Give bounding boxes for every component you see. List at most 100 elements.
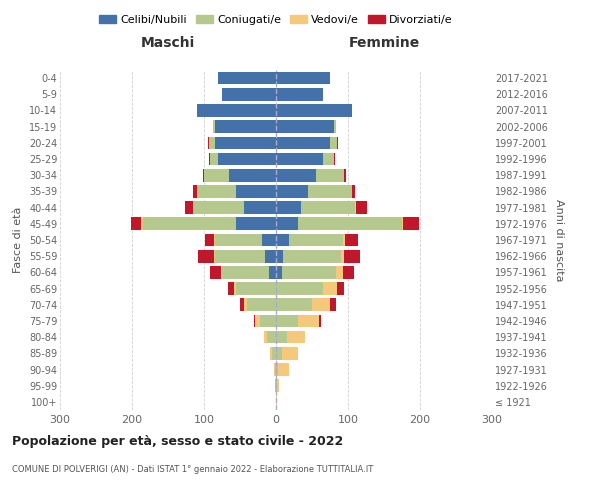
Bar — [276, 282, 323, 295]
Bar — [276, 218, 298, 230]
Bar — [403, 218, 419, 230]
Bar — [204, 169, 229, 181]
Bar — [255, 314, 260, 328]
Bar — [276, 331, 287, 344]
Bar — [337, 282, 344, 295]
Bar — [208, 136, 209, 149]
Bar — [214, 234, 215, 246]
Bar — [289, 234, 343, 246]
Bar — [277, 380, 279, 392]
Bar — [260, 314, 276, 328]
Y-axis label: Fasce di età: Fasce di età — [13, 207, 23, 273]
Text: Maschi: Maschi — [141, 36, 195, 50]
Bar — [214, 250, 215, 262]
Bar — [197, 185, 236, 198]
Bar — [234, 282, 236, 295]
Bar — [278, 363, 289, 376]
Bar — [319, 314, 320, 328]
Bar — [301, 202, 355, 214]
Y-axis label: Anni di nascita: Anni di nascita — [554, 198, 565, 281]
Bar — [337, 136, 338, 149]
Bar — [308, 185, 352, 198]
Bar — [276, 169, 316, 181]
Bar — [341, 250, 344, 262]
Bar — [185, 202, 193, 214]
Bar — [283, 250, 341, 262]
Bar — [209, 136, 215, 149]
Legend: Celibi/Nubili, Coniugati/e, Vedovi/e, Divorziati/e: Celibi/Nubili, Coniugati/e, Vedovi/e, Di… — [95, 10, 457, 29]
Bar — [344, 169, 346, 181]
Bar — [222, 266, 269, 278]
Bar — [334, 152, 335, 166]
Text: Femmine: Femmine — [349, 36, 419, 50]
Bar — [269, 266, 276, 278]
Text: COMUNE DI POLVERIGI (AN) - Dati ISTAT 1° gennaio 2022 - Elaborazione TUTTITALIA.: COMUNE DI POLVERIGI (AN) - Dati ISTAT 1°… — [12, 465, 373, 474]
Bar — [312, 298, 330, 311]
Bar — [276, 298, 312, 311]
Bar — [344, 250, 360, 262]
Bar — [276, 88, 323, 101]
Bar — [330, 298, 336, 311]
Bar — [262, 234, 276, 246]
Bar — [229, 169, 276, 181]
Text: Popolazione per età, sesso e stato civile - 2022: Popolazione per età, sesso e stato civil… — [12, 435, 343, 448]
Bar — [298, 314, 319, 328]
Bar — [203, 169, 204, 181]
Bar — [218, 152, 276, 166]
Bar — [275, 380, 276, 392]
Bar — [276, 314, 298, 328]
Bar — [205, 234, 214, 246]
Bar — [193, 202, 244, 214]
Bar — [402, 218, 403, 230]
Bar — [198, 250, 214, 262]
Bar — [352, 185, 355, 198]
Bar — [142, 218, 143, 230]
Bar — [236, 185, 276, 198]
Bar — [221, 266, 222, 278]
Bar — [209, 152, 210, 166]
Bar — [265, 250, 276, 262]
Bar — [355, 202, 356, 214]
Bar — [222, 88, 276, 101]
Bar — [240, 298, 244, 311]
Bar — [276, 136, 330, 149]
Bar — [214, 120, 215, 133]
Bar — [131, 218, 142, 230]
Bar — [247, 298, 276, 311]
Bar — [193, 185, 197, 198]
Bar — [276, 104, 352, 117]
Bar — [197, 104, 276, 117]
Bar — [276, 347, 282, 360]
Bar — [210, 266, 221, 278]
Bar — [323, 282, 337, 295]
Bar — [298, 218, 402, 230]
Bar — [215, 120, 276, 133]
Bar — [345, 234, 358, 246]
Bar — [244, 202, 276, 214]
Bar — [236, 218, 276, 230]
Bar — [236, 282, 276, 295]
Bar — [272, 347, 276, 360]
Bar — [210, 152, 218, 166]
Bar — [356, 202, 367, 214]
Bar — [274, 363, 275, 376]
Bar — [276, 380, 277, 392]
Bar — [287, 331, 305, 344]
Bar — [270, 347, 272, 360]
Bar — [282, 266, 336, 278]
Bar — [276, 396, 277, 408]
Bar — [276, 234, 289, 246]
Bar — [343, 234, 345, 246]
Bar — [275, 363, 276, 376]
Bar — [229, 282, 234, 295]
Bar — [215, 250, 265, 262]
Bar — [323, 152, 334, 166]
Bar — [215, 234, 262, 246]
Bar — [264, 331, 268, 344]
Bar — [276, 266, 282, 278]
Bar — [330, 136, 337, 149]
Bar — [276, 152, 323, 166]
Bar — [254, 314, 255, 328]
Bar — [276, 72, 330, 85]
Bar — [143, 218, 236, 230]
